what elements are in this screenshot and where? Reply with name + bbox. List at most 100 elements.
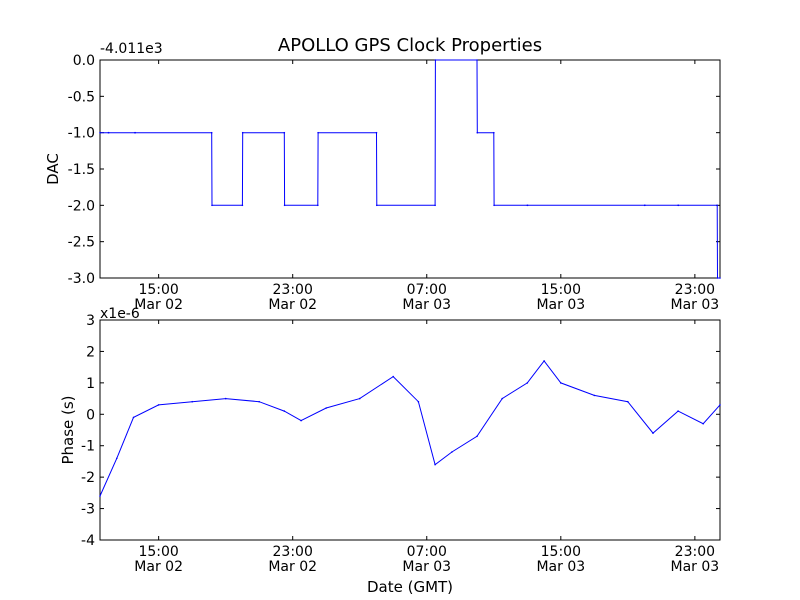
phase-data-point: [358, 397, 361, 400]
phase-data-point: [99, 495, 101, 497]
phase-data-point: [300, 419, 302, 422]
phase-series-line: [99, 360, 721, 497]
phase-data-point: [434, 463, 436, 466]
dac-data-point: [476, 59, 478, 61]
dac-y-tick-label: -1.0: [68, 126, 95, 142]
phase-data-point: [392, 375, 395, 378]
dac-data-point: [493, 131, 495, 134]
dac-y-tick-label: 0.0: [73, 53, 95, 69]
dac-x-tick-time: 15:00: [541, 282, 581, 298]
phase-y-tick-label: -3: [81, 502, 95, 518]
dac-data-point: [317, 204, 319, 207]
phase-x-tick-date: Mar 03: [536, 559, 585, 575]
dac-data-point: [434, 204, 436, 207]
dac-x-tick-date: Mar 03: [536, 297, 585, 313]
phase-data-point: [526, 382, 529, 384]
dac-data-point: [241, 131, 244, 134]
phase-data-point: [560, 382, 562, 384]
phase-data-point: [543, 360, 545, 362]
phase-x-tick-date: Mar 02: [134, 559, 183, 575]
phase-data-point: [501, 397, 504, 400]
dac-data-point: [107, 131, 110, 134]
dac-x-tick-time: 15:00: [138, 282, 178, 298]
dac-y-tick-label: -0.5: [68, 89, 95, 105]
phase-x-tick-time: 15:00: [541, 544, 581, 560]
phase-y-tick-label: 1: [86, 376, 95, 392]
dac-data-point: [716, 277, 719, 279]
dac-y-tick-label: -2.0: [68, 198, 95, 214]
dac-data-point: [375, 131, 378, 134]
phase-data-point: [116, 457, 118, 460]
dac-data-point: [211, 204, 213, 207]
dac-data-point: [210, 131, 213, 134]
phase-series: [99, 360, 721, 497]
phase-x-tick-time: 07:00: [407, 544, 447, 560]
dac-data-point: [677, 204, 680, 207]
dac-data-point: [134, 131, 136, 134]
dac-data-point: [99, 131, 101, 134]
dac-data-point: [526, 204, 529, 207]
dac-data-point: [716, 204, 718, 207]
phase-data-point: [593, 394, 596, 397]
phase-data-point: [191, 400, 193, 403]
phase-x-tick-date: Mar 03: [402, 559, 451, 575]
phase-data-point: [476, 435, 478, 438]
phase-data-point: [224, 397, 227, 400]
dac-x-tick-time: 23:00: [273, 282, 313, 298]
phase-y-tick-label: -4: [81, 533, 95, 549]
dac-offset-label: -4.011e3: [100, 41, 163, 57]
phase-data-point: [702, 422, 704, 425]
dac-x-tick-time: 23:00: [675, 282, 715, 298]
dac-x-tick-time: 07:00: [407, 282, 447, 298]
dac-x-tick-date: Mar 03: [402, 297, 451, 313]
phase-data-point: [325, 407, 328, 409]
dac-x-tick-date: Mar 03: [671, 297, 720, 313]
dac-data-point: [644, 204, 646, 207]
dac-data-point: [317, 131, 319, 134]
dac-y-tick-label: -2.5: [68, 235, 95, 251]
phase-y-tick-label: 0: [86, 407, 95, 423]
phase-data-point: [627, 400, 629, 403]
phase-y-tick-label: 3: [86, 313, 95, 329]
dac-data-point: [376, 204, 378, 207]
dac-x-tick-date: Mar 02: [134, 297, 183, 313]
dac-y-axis-label: DAC: [44, 153, 62, 185]
dac-series: [99, 59, 721, 279]
phase-data-point: [132, 416, 135, 419]
phase-data-point: [451, 451, 453, 453]
phase-data-point: [652, 432, 654, 434]
phase-x-tick-time: 23:00: [273, 544, 313, 560]
phase-data-point: [677, 410, 679, 412]
dac-data-point: [434, 59, 437, 61]
phase-y-tick-label: 2: [86, 344, 95, 360]
phase-y-tick-label: -2: [81, 470, 95, 486]
phase-plot-frame: [99, 319, 721, 541]
phase-y-tick-label: -1: [81, 439, 95, 455]
phase-x-tick-date: Mar 02: [268, 559, 317, 575]
dac-series-line: [100, 59, 720, 279]
dac-x-tick-date: Mar 02: [268, 297, 317, 313]
dac-plot-frame: [99, 59, 721, 279]
phase-x-tick-time: 15:00: [138, 544, 178, 560]
dac-data-point: [283, 204, 286, 207]
phase-x-axis-label: Date (GMT): [367, 578, 453, 596]
phase-data-point: [157, 404, 160, 406]
phase-x-tick-date: Mar 03: [671, 559, 720, 575]
dac-y-tick-label: -3.0: [68, 271, 95, 287]
dac-data-point: [283, 131, 286, 134]
dac-data-point: [719, 277, 721, 279]
phase-data-point: [258, 400, 261, 403]
dac-data-point: [476, 131, 479, 134]
phase-data-point: [719, 404, 721, 406]
dac-data-point: [493, 204, 495, 207]
dac-data-point: [241, 204, 244, 207]
phase-x-tick-time: 23:00: [675, 544, 715, 560]
phase-data-point: [283, 410, 286, 412]
phase-y-axis-label: Phase (s): [59, 395, 77, 464]
